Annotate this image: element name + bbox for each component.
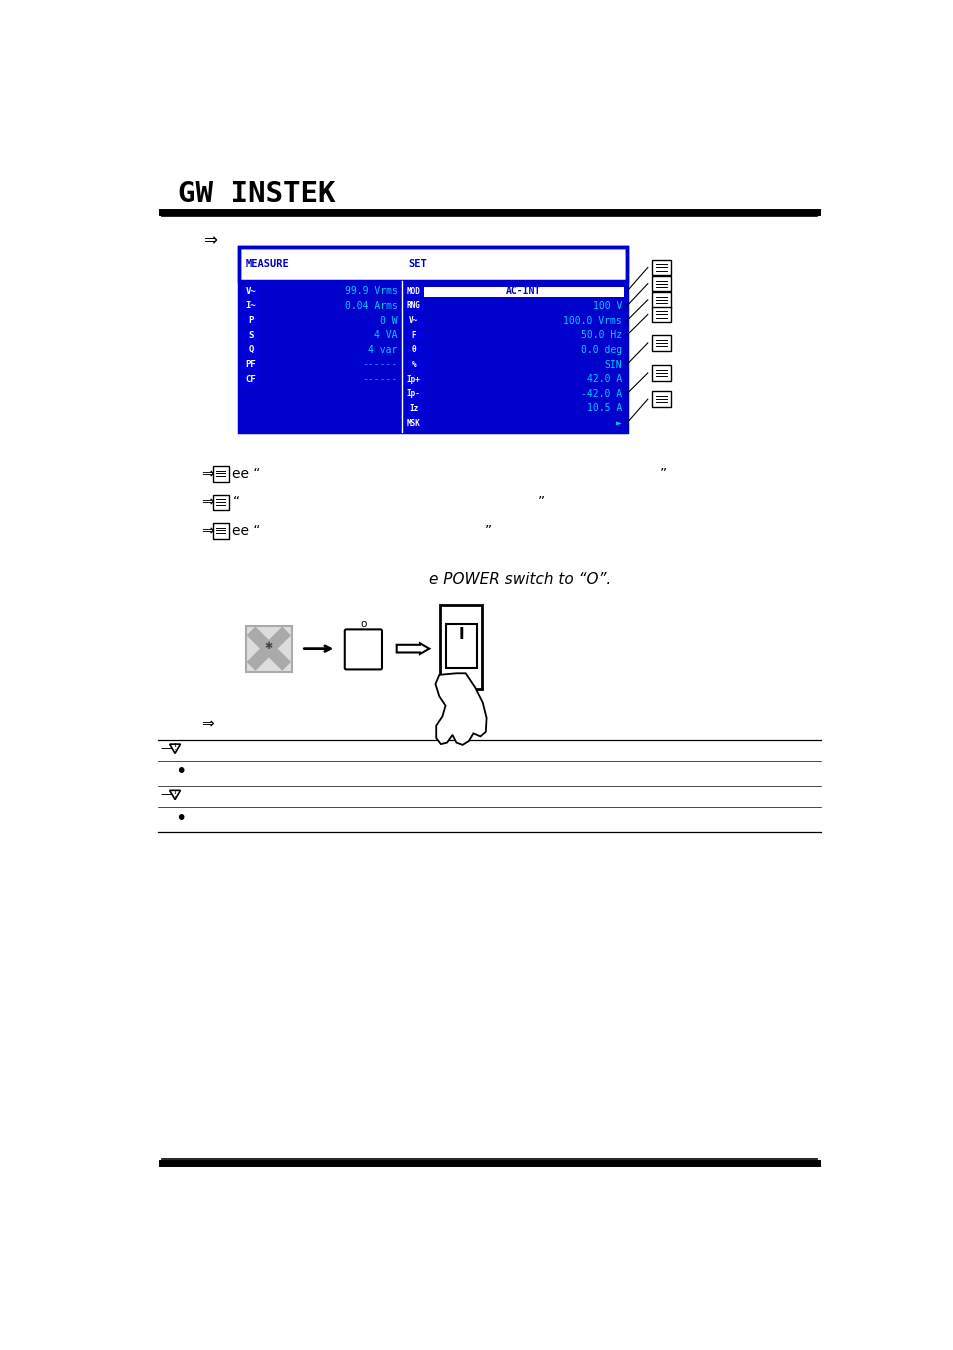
Text: —: — — [160, 743, 172, 755]
Polygon shape — [435, 674, 486, 745]
Text: •: • — [174, 763, 186, 782]
Text: SIN: SIN — [604, 359, 621, 370]
Text: •: • — [174, 809, 186, 828]
Text: MOD: MOD — [406, 286, 420, 296]
Text: ✱: ✱ — [265, 641, 273, 651]
Text: Ip+: Ip+ — [406, 375, 420, 383]
FancyBboxPatch shape — [404, 286, 422, 297]
FancyBboxPatch shape — [241, 301, 260, 312]
FancyBboxPatch shape — [245, 625, 292, 672]
FancyBboxPatch shape — [652, 335, 670, 351]
Text: ------: ------ — [362, 374, 397, 385]
FancyBboxPatch shape — [652, 392, 670, 406]
Text: ------: ------ — [362, 359, 397, 370]
Text: -42.0 A: -42.0 A — [580, 389, 621, 398]
Text: V~: V~ — [409, 316, 418, 325]
Text: 0.0 deg: 0.0 deg — [580, 344, 621, 355]
Text: ►: ► — [616, 418, 621, 428]
FancyBboxPatch shape — [404, 301, 422, 312]
Text: ⇒: ⇒ — [201, 466, 213, 482]
Text: Iz: Iz — [409, 404, 418, 413]
FancyBboxPatch shape — [652, 366, 670, 381]
Text: 42.0 A: 42.0 A — [586, 374, 621, 385]
FancyBboxPatch shape — [404, 346, 422, 355]
FancyBboxPatch shape — [213, 466, 229, 482]
Text: 100.0 Vrms: 100.0 Vrms — [563, 316, 621, 325]
FancyBboxPatch shape — [241, 360, 260, 370]
Text: ”: ” — [659, 467, 666, 481]
Text: P: P — [248, 316, 253, 325]
Text: ⇒: ⇒ — [201, 524, 213, 539]
FancyBboxPatch shape — [404, 374, 422, 385]
FancyBboxPatch shape — [652, 306, 670, 323]
Text: MSK: MSK — [406, 418, 420, 428]
Polygon shape — [396, 643, 429, 653]
Text: e POWER switch to “O”.: e POWER switch to “O”. — [429, 572, 611, 587]
FancyBboxPatch shape — [239, 247, 626, 281]
Text: Q: Q — [248, 346, 253, 355]
FancyBboxPatch shape — [404, 360, 422, 370]
Text: ”: ” — [484, 524, 492, 537]
Text: PF: PF — [245, 360, 256, 369]
Text: 0 W: 0 W — [379, 316, 397, 325]
Text: 4 var: 4 var — [368, 344, 397, 355]
Text: S: S — [248, 331, 253, 340]
FancyBboxPatch shape — [344, 629, 381, 670]
Text: I~: I~ — [245, 301, 256, 310]
Text: “: “ — [233, 495, 239, 509]
Text: ee “: ee “ — [233, 467, 260, 481]
Text: F: F — [411, 331, 416, 340]
Text: ⇒: ⇒ — [201, 717, 213, 732]
Text: θ: θ — [411, 346, 416, 355]
FancyBboxPatch shape — [241, 331, 260, 340]
Text: 4 VA: 4 VA — [374, 331, 397, 340]
Text: SET: SET — [408, 259, 427, 269]
FancyBboxPatch shape — [404, 316, 422, 325]
FancyBboxPatch shape — [404, 404, 422, 414]
Text: Ip-: Ip- — [406, 389, 420, 398]
FancyBboxPatch shape — [404, 331, 422, 340]
Text: ee “: ee “ — [233, 524, 260, 537]
Text: ⇒: ⇒ — [203, 232, 216, 250]
FancyBboxPatch shape — [241, 286, 260, 297]
Text: 50.0 Hz: 50.0 Hz — [580, 331, 621, 340]
Polygon shape — [170, 744, 180, 753]
FancyBboxPatch shape — [652, 292, 670, 308]
FancyBboxPatch shape — [241, 316, 260, 325]
FancyBboxPatch shape — [213, 524, 229, 539]
Text: 10.5 A: 10.5 A — [586, 404, 621, 413]
FancyBboxPatch shape — [404, 418, 422, 428]
Text: o: o — [360, 620, 366, 629]
Text: V~: V~ — [245, 286, 256, 296]
Text: 99.9 Vrms: 99.9 Vrms — [344, 286, 397, 297]
Text: —: — — [160, 788, 172, 802]
FancyBboxPatch shape — [652, 259, 670, 275]
Text: 100 V: 100 V — [592, 301, 621, 310]
FancyBboxPatch shape — [241, 374, 260, 385]
Polygon shape — [170, 790, 180, 799]
Text: %: % — [411, 360, 416, 369]
Text: GW INSTEK: GW INSTEK — [178, 181, 335, 208]
Text: !: ! — [173, 744, 176, 752]
Text: ⇒: ⇒ — [201, 495, 213, 510]
FancyBboxPatch shape — [445, 624, 476, 668]
Text: 0.04 Arms: 0.04 Arms — [344, 301, 397, 310]
FancyBboxPatch shape — [652, 275, 670, 292]
FancyBboxPatch shape — [239, 281, 626, 432]
FancyBboxPatch shape — [439, 605, 481, 690]
FancyBboxPatch shape — [404, 389, 422, 400]
Text: MEASURE: MEASURE — [245, 259, 289, 269]
Text: RNG: RNG — [406, 301, 420, 310]
Text: I: I — [457, 626, 463, 641]
Text: !: ! — [173, 790, 176, 799]
FancyBboxPatch shape — [423, 286, 623, 297]
Text: CF: CF — [245, 375, 256, 383]
Text: ”: ” — [537, 495, 544, 509]
FancyBboxPatch shape — [241, 346, 260, 355]
Text: AC-INT: AC-INT — [506, 286, 541, 297]
FancyBboxPatch shape — [213, 494, 229, 510]
